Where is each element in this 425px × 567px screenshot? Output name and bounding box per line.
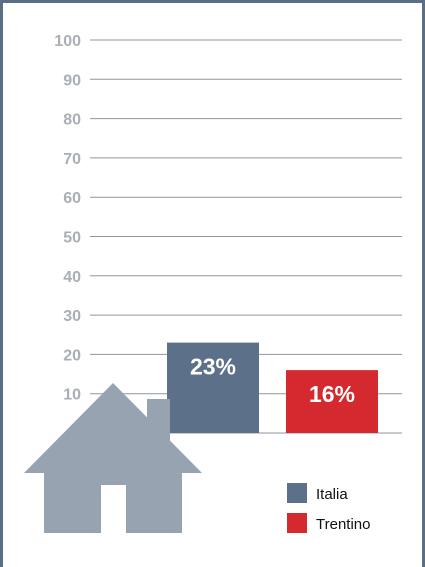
y-tick-label: 90 xyxy=(63,72,81,89)
y-tick-label: 20 xyxy=(63,347,81,364)
bar-data-label: 16% xyxy=(309,381,355,407)
y-tick-label: 10 xyxy=(63,387,81,404)
bar xyxy=(286,370,378,433)
y-axis-tick-labels: 10 20 30 40 50 60 70 80 90 100 xyxy=(54,33,81,404)
legend: Italia Trentino xyxy=(287,483,370,533)
bar-data-labels: 23% 16% xyxy=(190,354,355,408)
bar-data-label: 23% xyxy=(190,354,236,380)
y-tick-label: 100 xyxy=(54,33,81,50)
legend-swatch xyxy=(287,483,307,503)
y-tick-label: 60 xyxy=(63,190,81,207)
legend-label: Trentino xyxy=(316,516,370,533)
bar xyxy=(167,342,259,433)
bars xyxy=(167,342,378,433)
y-tick-label: 80 xyxy=(63,112,81,129)
y-tick-label: 30 xyxy=(63,308,81,325)
y-tick-label: 50 xyxy=(63,230,81,247)
legend-label: Italia xyxy=(316,486,348,503)
house-icon xyxy=(24,383,202,535)
legend-swatch xyxy=(287,513,307,533)
y-tick-label: 70 xyxy=(63,151,81,168)
y-tick-label: 40 xyxy=(63,269,81,286)
